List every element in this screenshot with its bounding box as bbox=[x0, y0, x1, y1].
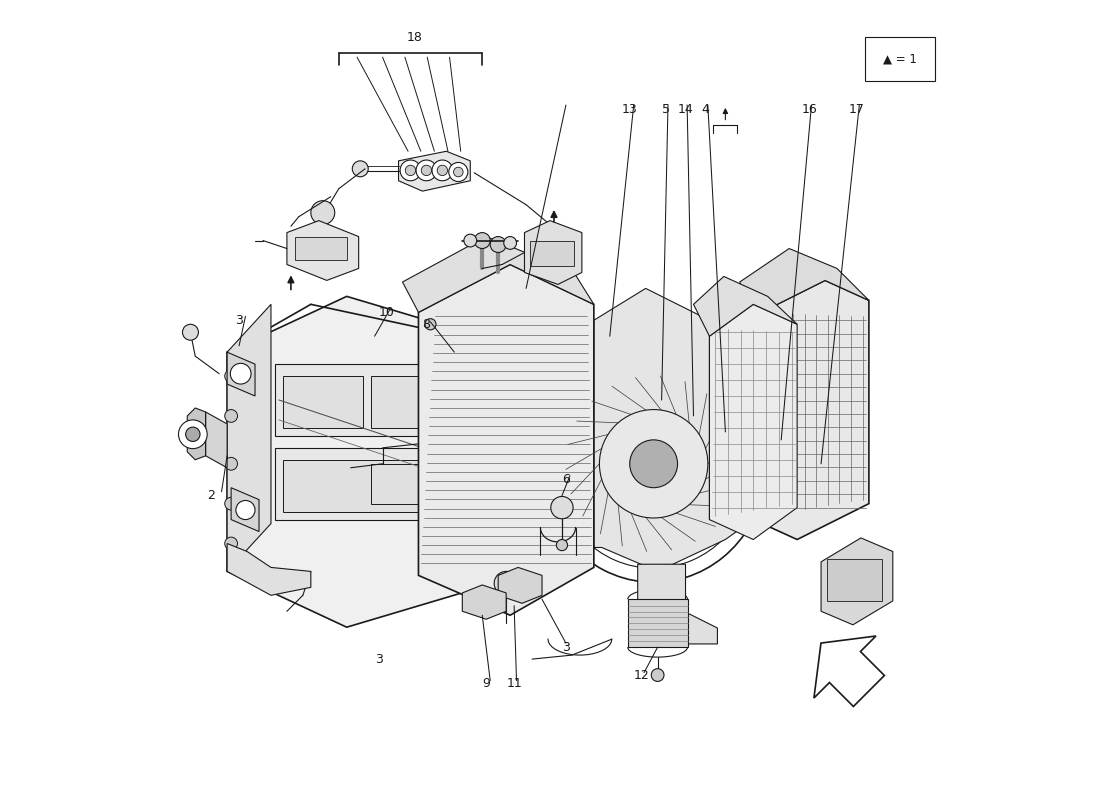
Polygon shape bbox=[525, 221, 582, 285]
Circle shape bbox=[425, 318, 436, 330]
Bar bbox=[628, 599, 688, 647]
Bar bbox=[530, 241, 574, 266]
Text: 17: 17 bbox=[849, 102, 865, 115]
Text: 11: 11 bbox=[506, 677, 522, 690]
Text: 8: 8 bbox=[422, 318, 430, 330]
Circle shape bbox=[186, 427, 200, 442]
Circle shape bbox=[230, 363, 251, 384]
Polygon shape bbox=[231, 488, 258, 531]
Polygon shape bbox=[594, 288, 754, 571]
Circle shape bbox=[416, 160, 437, 181]
Circle shape bbox=[600, 410, 708, 518]
Polygon shape bbox=[418, 265, 594, 615]
Bar bbox=[371, 464, 430, 504]
Polygon shape bbox=[403, 237, 594, 312]
Circle shape bbox=[437, 166, 448, 175]
Polygon shape bbox=[187, 408, 206, 460]
Text: 16: 16 bbox=[801, 102, 817, 115]
Polygon shape bbox=[227, 352, 255, 396]
Text: 12: 12 bbox=[634, 669, 650, 682]
Bar bbox=[827, 559, 881, 601]
Polygon shape bbox=[287, 221, 359, 281]
Circle shape bbox=[311, 201, 334, 225]
Circle shape bbox=[352, 161, 368, 177]
Text: 18: 18 bbox=[407, 30, 422, 44]
Polygon shape bbox=[227, 296, 535, 627]
Polygon shape bbox=[498, 567, 542, 603]
Text: 6: 6 bbox=[562, 474, 570, 486]
Text: 3: 3 bbox=[235, 314, 243, 326]
Circle shape bbox=[491, 237, 506, 253]
Polygon shape bbox=[398, 151, 471, 191]
Polygon shape bbox=[227, 543, 311, 595]
Polygon shape bbox=[821, 538, 893, 625]
Bar bbox=[275, 364, 447, 436]
Bar bbox=[283, 376, 363, 428]
Circle shape bbox=[432, 160, 453, 181]
Circle shape bbox=[494, 571, 518, 595]
Circle shape bbox=[405, 166, 416, 175]
Circle shape bbox=[464, 234, 476, 247]
Bar bbox=[275, 448, 447, 519]
Circle shape bbox=[224, 410, 238, 422]
Text: 9: 9 bbox=[482, 677, 491, 690]
Circle shape bbox=[557, 539, 568, 550]
Polygon shape bbox=[462, 585, 506, 619]
Text: 5: 5 bbox=[661, 102, 670, 115]
Polygon shape bbox=[693, 277, 798, 336]
Circle shape bbox=[224, 370, 238, 382]
Circle shape bbox=[178, 420, 207, 449]
Text: 3: 3 bbox=[375, 653, 383, 666]
Bar bbox=[283, 460, 427, 512]
Text: 2: 2 bbox=[207, 489, 216, 502]
Bar bbox=[371, 376, 439, 428]
Circle shape bbox=[651, 669, 664, 682]
Circle shape bbox=[421, 166, 431, 175]
Bar bbox=[295, 237, 346, 261]
Text: ▲ = 1: ▲ = 1 bbox=[883, 53, 917, 66]
Text: 3: 3 bbox=[562, 641, 570, 654]
Circle shape bbox=[474, 233, 491, 249]
Circle shape bbox=[183, 324, 198, 340]
Polygon shape bbox=[710, 304, 798, 539]
Polygon shape bbox=[814, 636, 884, 706]
Circle shape bbox=[224, 498, 238, 510]
Circle shape bbox=[235, 501, 255, 519]
Polygon shape bbox=[638, 564, 717, 644]
Bar bbox=[865, 38, 935, 81]
Circle shape bbox=[551, 497, 573, 518]
Text: 4: 4 bbox=[702, 102, 710, 115]
Text: 14: 14 bbox=[678, 102, 693, 115]
Circle shape bbox=[224, 537, 238, 550]
Polygon shape bbox=[739, 249, 869, 316]
Circle shape bbox=[504, 237, 517, 250]
Polygon shape bbox=[227, 304, 271, 571]
Circle shape bbox=[629, 440, 678, 488]
Circle shape bbox=[224, 458, 238, 470]
Circle shape bbox=[449, 162, 468, 182]
Circle shape bbox=[400, 160, 421, 181]
Polygon shape bbox=[754, 281, 869, 539]
Polygon shape bbox=[206, 412, 227, 468]
Text: 13: 13 bbox=[621, 102, 638, 115]
Text: 10: 10 bbox=[378, 306, 395, 319]
Circle shape bbox=[453, 167, 463, 177]
